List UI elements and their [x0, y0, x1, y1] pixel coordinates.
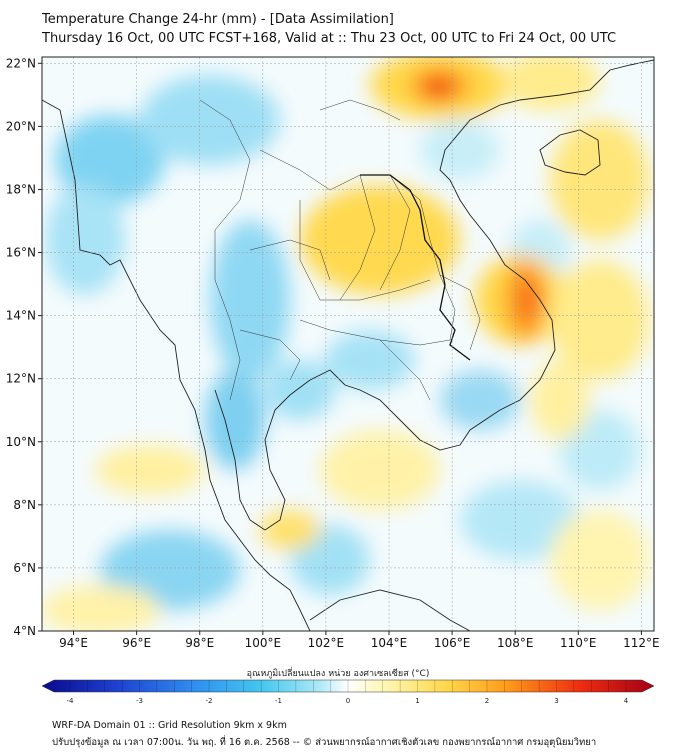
footer-model-info: WRF-DA Domain 01 :: Grid Resolution 9km … [52, 720, 287, 731]
lat-tick-label: 20°N [6, 119, 36, 133]
axis-ticks: 22°N 20°N 18°N 16°N 14°N 12°N 10°N 8°N 6°N 4°N 94°… [6, 56, 660, 650]
lat-tick-label: 6°N [13, 561, 36, 575]
lat-tick-label: 10°N [6, 435, 36, 449]
colorbar-gradient [41, 679, 655, 693]
colorbar-tick-label: -2 [206, 697, 213, 705]
lat-tick-label: 18°N [6, 182, 36, 196]
colorbar-tick-label: 0 [346, 697, 350, 705]
footer-update-info: ปรับปรุงข้อมูล ณ เวลา 07:00น. วัน พฤ. ที… [52, 737, 597, 748]
lon-tick-label: 106°E [434, 636, 471, 650]
chart-subtitle: Thursday 16 Oct, 00 UTC FCST+168, Valid … [42, 31, 617, 46]
national-border [360, 174, 471, 361]
lon-tick-label: 110°E [560, 636, 597, 650]
colorbar-tick-label: -3 [136, 697, 143, 705]
lat-tick-label: 22°N [6, 56, 36, 70]
lat-tick-label: 12°N [6, 372, 36, 386]
lat-tick-label: 8°N [13, 498, 36, 512]
colorbar-tick-label: -1 [275, 697, 282, 705]
temperature-map: 22°N 20°N 18°N 16°N 14°N 12°N 10°N 8°N 6°N 4°N 94°… [6, 56, 660, 705]
colorbar: -4 -3 -2 -1 0 1 2 3 4 [41, 679, 655, 705]
colorbar-tick-label: 4 [624, 697, 629, 705]
lat-tick-label: 14°N [6, 309, 36, 323]
colorbar-tick-label: 2 [485, 697, 489, 705]
lat-tick-label: 16°N [6, 246, 36, 260]
lon-tick-label: 108°E [497, 636, 534, 650]
temperature-field [42, 57, 654, 631]
lon-tick-label: 98°E [185, 636, 214, 650]
province-borders [199, 99, 481, 401]
lon-tick-label: 100°E [245, 636, 282, 650]
coastlines [42, 59, 654, 631]
colorbar-tick-label: 1 [415, 697, 419, 705]
colorbar-tick-label: -4 [67, 697, 75, 705]
lat-tick-label: 4°N [13, 624, 36, 638]
colorbar-ticks: -4 -3 -2 -1 0 1 2 3 4 [67, 680, 629, 705]
lon-tick-label: 94°E [59, 636, 88, 650]
lon-tick-label: 96°E [122, 636, 151, 650]
lon-tick-label: 102°E [308, 636, 345, 650]
lon-tick-label: 104°E [371, 636, 408, 650]
lon-tick-label: 112°E [623, 636, 660, 650]
colorbar-label: อุณหภูมิเปลี่ยนแปลง หน่วย องศาเซลเซียส (… [246, 669, 430, 679]
chart-title: Temperature Change 24-hr (mm) - [Data As… [42, 12, 394, 27]
plot-frame [41, 56, 655, 632]
colorbar-tick-label: 3 [554, 697, 558, 705]
